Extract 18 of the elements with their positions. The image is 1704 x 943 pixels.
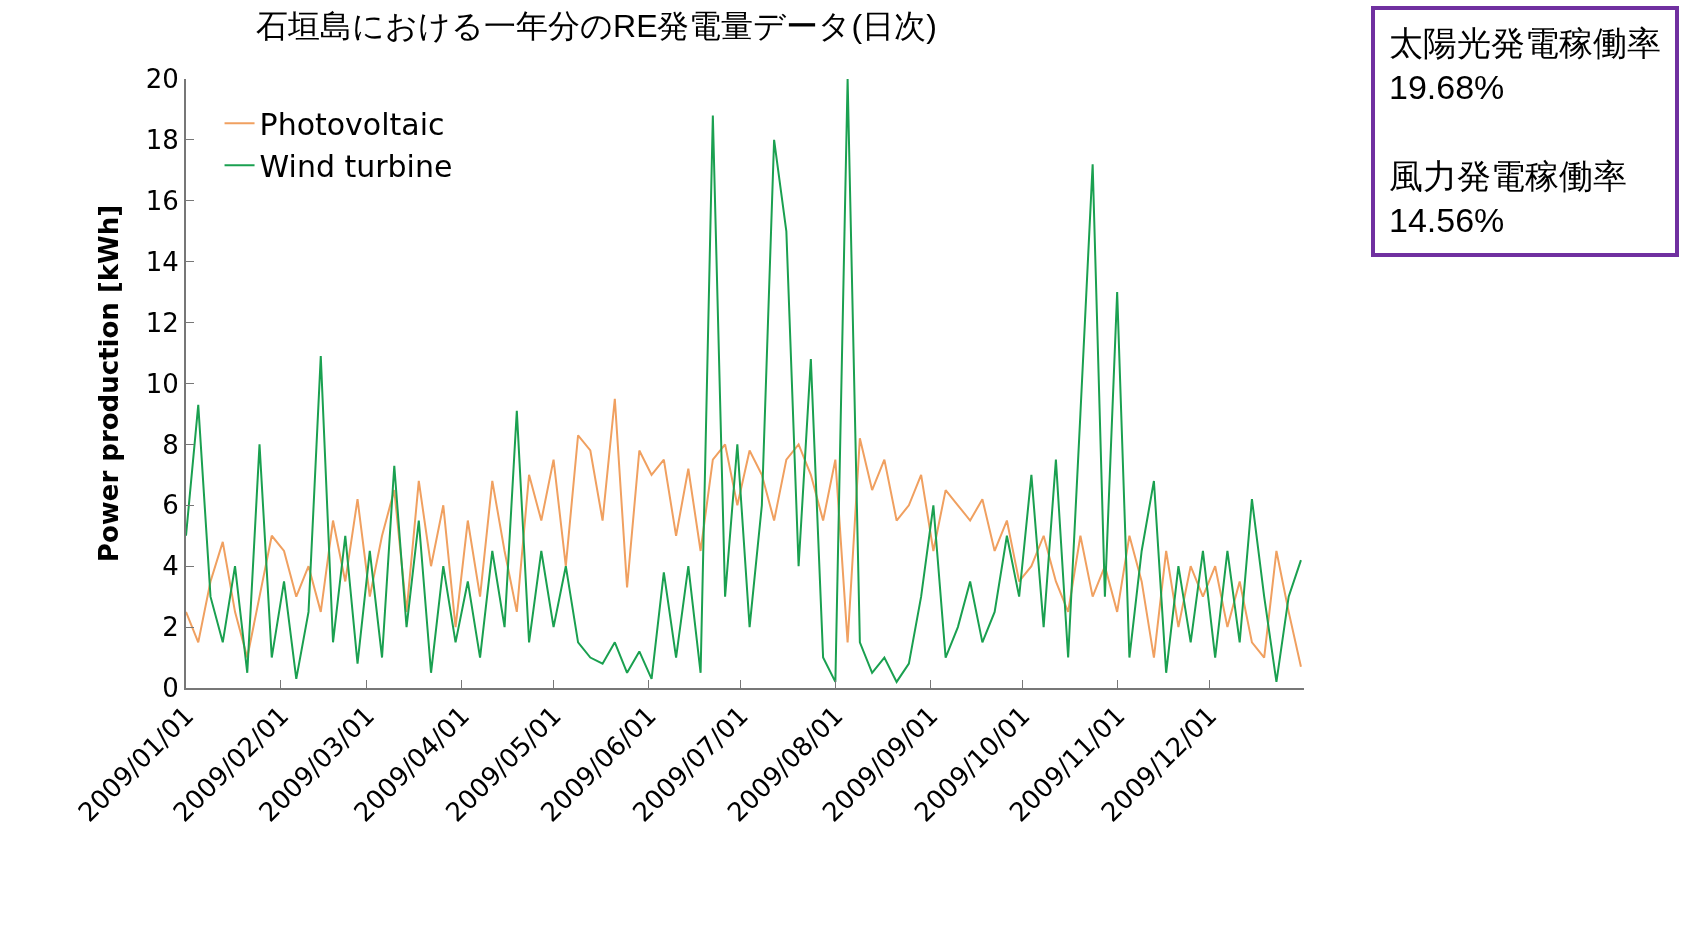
y-tick-label: 4 [162, 551, 179, 582]
chart-title: 石垣島における一年分のRE発電量データ(日次) [256, 7, 937, 44]
text: 太陽光発電稼働率 19.68% 風力発電稼働率 14.56% [1389, 24, 1661, 239]
y-tick-label: 2 [162, 612, 179, 643]
line-series [186, 397, 1302, 668]
line-series [186, 79, 1302, 683]
y-tick-label: 20 [145, 64, 179, 95]
y-tick-label: 8 [162, 429, 179, 460]
y-axis-title: Power production [kWh] [93, 204, 124, 563]
legend-label: Photovoltaic [259, 106, 445, 142]
y-tick-label: 12 [145, 307, 179, 338]
y-tick-label: 10 [145, 368, 179, 399]
y-tick-label: 6 [162, 490, 179, 521]
y-tick-label: 14 [145, 246, 179, 277]
y-tick-label: 18 [145, 125, 179, 155]
y-tick-label: 16 [145, 185, 179, 216]
legend-label: Wind turbine [259, 148, 453, 184]
y-tick-label: 0 [162, 673, 179, 704]
